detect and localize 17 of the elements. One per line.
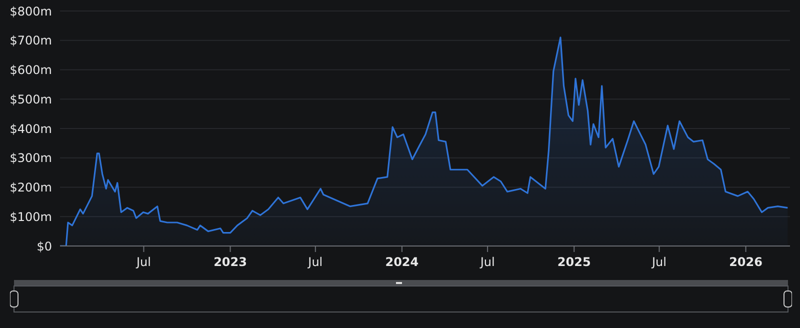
x-tick-label: 2023 [214, 255, 247, 269]
x-tick-label: Jul [650, 255, 666, 269]
x-tick-label: Jul [479, 255, 495, 269]
x-tick-label: 2026 [729, 255, 762, 269]
y-tick-label: $0 [36, 239, 52, 254]
x-tick-label: 2025 [557, 255, 591, 269]
y-tick-label: $700m [10, 34, 52, 48]
x-tick-label: Jul [135, 255, 151, 269]
y-tick-label: $800m [10, 4, 52, 18]
y-tick-label: $600m [10, 63, 52, 78]
y-tick-label: $200m [10, 180, 52, 195]
y-tick-label: $100m [10, 210, 52, 224]
y-tick-label: $500m [10, 92, 52, 106]
y-tick-label: $400m [10, 122, 52, 136]
x-tick-label: Jul [307, 255, 323, 269]
y-tick-label: $300m [10, 151, 52, 166]
x-tick-label: 2024 [385, 255, 419, 269]
